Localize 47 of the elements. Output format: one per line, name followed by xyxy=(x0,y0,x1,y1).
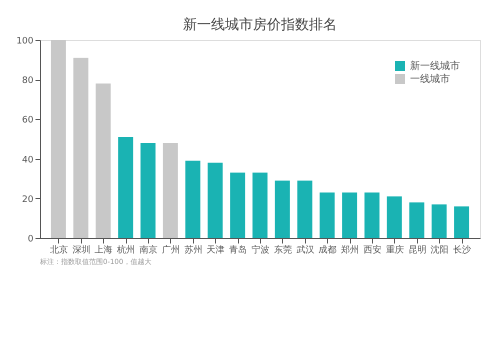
bar xyxy=(185,160,200,238)
x-tick-label: 西安 xyxy=(363,244,382,256)
x-tick-label: 上海 xyxy=(94,244,113,256)
bar xyxy=(342,192,358,238)
x-tick-label: 青岛 xyxy=(229,244,248,256)
y-tick-label: 40 xyxy=(22,155,34,166)
bar xyxy=(320,192,335,238)
x-tick-label: 长沙 xyxy=(453,244,472,256)
y-tick-label: 60 xyxy=(22,116,34,126)
x-tick-label: 杭州 xyxy=(116,244,136,256)
x-tick-label: 昆明 xyxy=(408,244,426,256)
bar xyxy=(118,137,134,238)
bar xyxy=(208,162,223,238)
bar xyxy=(409,202,424,238)
x-tick-label: 东莞 xyxy=(274,244,292,256)
x-tick-label: 广州 xyxy=(162,244,180,256)
legend-label: 一线城市 xyxy=(410,73,450,85)
bar xyxy=(364,192,380,238)
bar xyxy=(162,142,178,238)
bar xyxy=(50,40,66,238)
x-tick-label: 武汉 xyxy=(296,244,314,256)
x-tick-label: 天津 xyxy=(206,244,225,256)
bar xyxy=(140,142,156,238)
x-tick-label: 重庆 xyxy=(386,244,404,256)
bar xyxy=(454,206,470,238)
bar xyxy=(252,172,268,238)
x-tick-label: 郑州 xyxy=(341,244,360,256)
y-tick-label: 80 xyxy=(22,76,34,86)
y-tick-label: 20 xyxy=(22,194,34,205)
chart-title: 新一线城市房价指数排名 xyxy=(183,17,337,33)
bar xyxy=(432,204,447,238)
y-tick-label: 100 xyxy=(16,36,34,46)
y-tick-label: 0 xyxy=(28,234,34,244)
x-tick-label: 北京 xyxy=(50,244,68,256)
x-tick-label: 苏州 xyxy=(184,244,202,256)
x-tick-label: 成都 xyxy=(318,244,337,256)
bar xyxy=(230,172,246,238)
x-tick-label: 深圳 xyxy=(72,244,90,256)
bar xyxy=(73,58,88,238)
bar xyxy=(297,180,312,238)
bar xyxy=(96,84,111,238)
x-tick-label: 南京 xyxy=(140,244,158,256)
legend-label: 新一线城市 xyxy=(410,60,460,72)
bar xyxy=(274,180,290,238)
x-tick-label: 宁波 xyxy=(252,244,270,256)
bar xyxy=(386,196,402,238)
x-tick-label: 沈阳 xyxy=(430,244,449,256)
